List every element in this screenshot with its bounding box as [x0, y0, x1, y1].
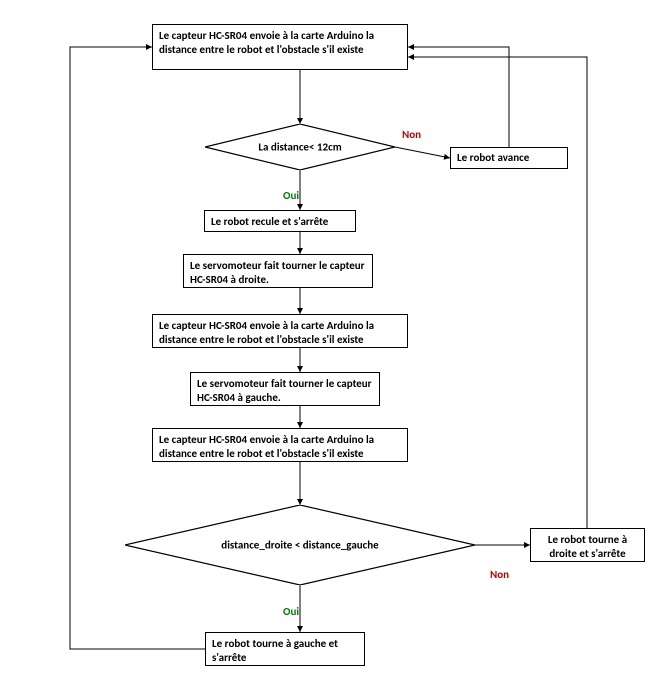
text: Le robot tourne à droite et s'arrête	[537, 533, 638, 562]
label-oui-1: Oui	[283, 189, 299, 202]
node-servo-left: Le servomoteur fait tourner le capteur H…	[190, 372, 380, 406]
flowchart-canvas: Le capteur HC-SR04 envoie à la carte Ard…	[0, 0, 662, 687]
node-sensor-read-1: Le capteur HC-SR04 envoie à la carte Ard…	[152, 24, 408, 70]
label-non-1: Non	[402, 128, 421, 141]
text: Le robot avance	[457, 151, 529, 165]
label-oui-2: Oui	[283, 605, 299, 618]
text: Le robot recule et s'arrête	[211, 215, 328, 229]
label-non-2: Non	[490, 568, 509, 581]
node-sensor-read-2: Le capteur HC-SR04 envoie à la carte Ard…	[152, 314, 408, 348]
text: Le servomoteur fait tourner le capteur H…	[190, 259, 366, 288]
text: Le capteur HC-SR04 envoie à la carte Ard…	[159, 433, 401, 462]
node-robot-recule: Le robot recule et s'arrête	[204, 210, 356, 232]
node-robot-avance: Le robot avance	[450, 147, 568, 169]
node-servo-right: Le servomoteur fait tourner le capteur H…	[183, 254, 373, 288]
text: Le capteur HC-SR04 envoie à la carte Ard…	[159, 29, 401, 58]
node-sensor-read-3: Le capteur HC-SR04 envoie à la carte Ard…	[152, 428, 408, 462]
text: Le capteur HC-SR04 envoie à la carte Ard…	[159, 319, 401, 348]
text: Le robot tourne à gauche et s'arrête	[212, 637, 358, 666]
text: Le servomoteur fait tourner le capteur H…	[197, 377, 373, 406]
text: distance_droite < distance_gauche	[221, 539, 378, 552]
node-turn-left: Le robot tourne à gauche et s'arrête	[205, 632, 365, 666]
text: La distance< 12cm	[258, 141, 341, 154]
node-turn-right: Le robot tourne à droite et s'arrête	[530, 528, 645, 562]
